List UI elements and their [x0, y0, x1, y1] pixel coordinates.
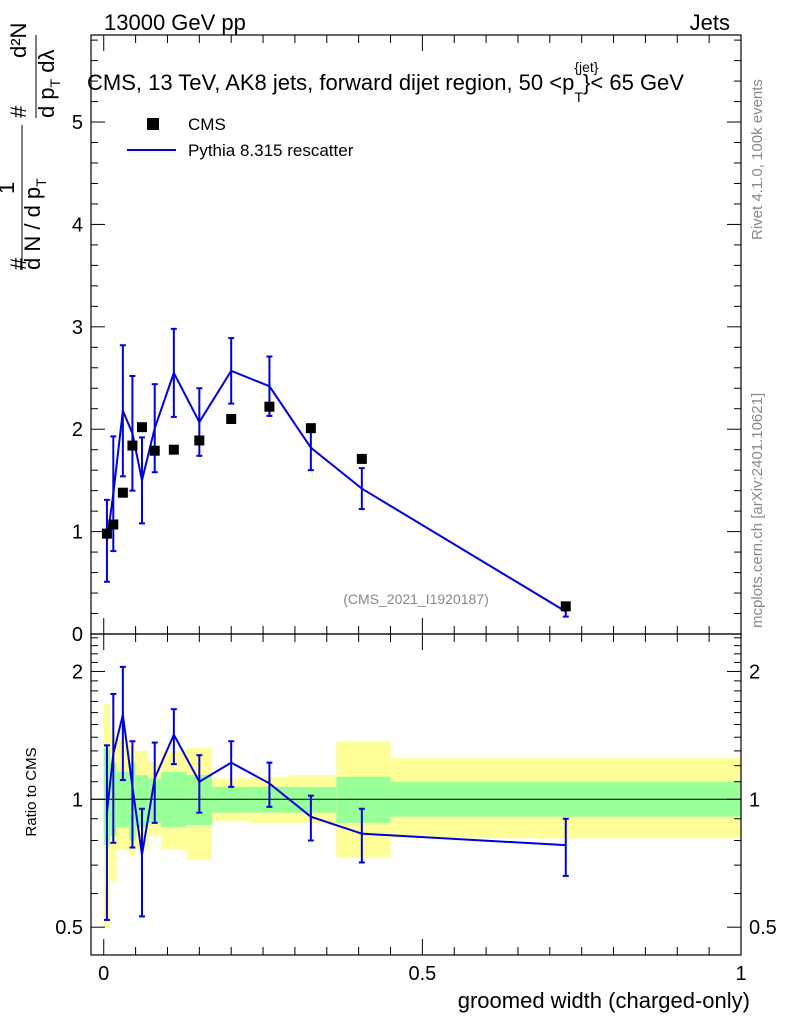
- cms-data-point-10: [305, 423, 316, 434]
- ratio-y-tick-label-0: 0.5: [55, 917, 83, 939]
- svg-text:d²N: d²N: [6, 23, 31, 58]
- main-y-tick-label-0: 0: [72, 624, 83, 646]
- main-y-axis-label: # d N / d pT 1 # d pT dλ d²N: [0, 23, 63, 270]
- x-tick-label-2: 1: [735, 963, 746, 985]
- cms-data-point-12: [560, 601, 571, 612]
- svg-text:1: 1: [0, 182, 19, 194]
- main-y-tick-label-3: 3: [72, 317, 83, 339]
- ratio-plot-frame: [90, 633, 742, 956]
- ratio-band-inner-11: [336, 776, 391, 823]
- ratio-band-inner-4: [135, 775, 149, 828]
- ratio-y-tick-label-2: 2: [72, 661, 83, 683]
- cms-data-point-0: [101, 528, 112, 539]
- ratio-y-tick-label-right-2: 2: [749, 661, 760, 683]
- main-y-tick-label-2: 2: [72, 419, 83, 441]
- svg-text:#: #: [6, 257, 31, 270]
- mcplots-label: mcplots.cern.ch [arXiv:2401.10621]: [749, 393, 766, 628]
- analysis-id: (CMS_2021_I1920187): [343, 591, 489, 607]
- x-tick-label-1: 0.5: [408, 963, 436, 985]
- svg-text:d N / d pT: d N / d pT: [20, 178, 49, 270]
- cms-data-point-2: [117, 487, 128, 498]
- category-label: Jets: [690, 10, 730, 35]
- main-y-tick-label-4: 4: [72, 214, 83, 236]
- mc-series-line: [105, 369, 567, 613]
- cms-data-point-8: [226, 413, 237, 424]
- ratio-y-tick-label-1: 1: [72, 789, 83, 811]
- ratio-y-tick-label-right-0: 0.5: [749, 917, 777, 939]
- svg-text:d pT dλ: d pT dλ: [34, 49, 63, 118]
- main-y-tick-label-5: 5: [72, 112, 83, 134]
- plot-title: CMS, 13 TeV, AK8 jets, forward dijet reg…: [87, 59, 684, 105]
- legend-mc-label: Pythia 8.315 rescatter: [188, 141, 354, 160]
- rivet-version-label: Rivet 4.1.0, 100k events: [749, 79, 766, 240]
- axis-ticks: 0 1 2 3 4 5 0.5 0.5 1 1 2 2 0 0.5 1: [55, 35, 777, 985]
- cms-data-point-7: [194, 435, 205, 446]
- cms-data-point-6: [168, 444, 179, 455]
- cms-data-point-1: [108, 519, 119, 530]
- cms-data-point-5: [149, 445, 160, 456]
- legend-data-label: CMS: [188, 115, 226, 134]
- ratio-plot-layer: [103, 665, 569, 921]
- cms-data-point-9: [264, 401, 275, 412]
- ratio-y-axis-label: Ratio to CMS: [23, 747, 40, 836]
- svg-text:#: #: [6, 105, 31, 118]
- main-y-tick-label-1: 1: [72, 522, 83, 544]
- x-axis-label: groomed width (charged-only): [458, 988, 750, 1013]
- main-plot-layer: [101, 327, 571, 618]
- cms-data-point-11: [356, 453, 367, 464]
- energy-label: 13000 GeV pp: [104, 10, 246, 35]
- cms-data-point-3: [127, 440, 138, 451]
- x-tick-label-0: 0: [98, 963, 109, 985]
- cms-data-point-4: [136, 422, 147, 433]
- ratio-y-tick-label-right-1: 1: [749, 789, 760, 811]
- ratio-uncertainty-bands: [91, 703, 741, 928]
- legend-data-marker: [147, 118, 159, 130]
